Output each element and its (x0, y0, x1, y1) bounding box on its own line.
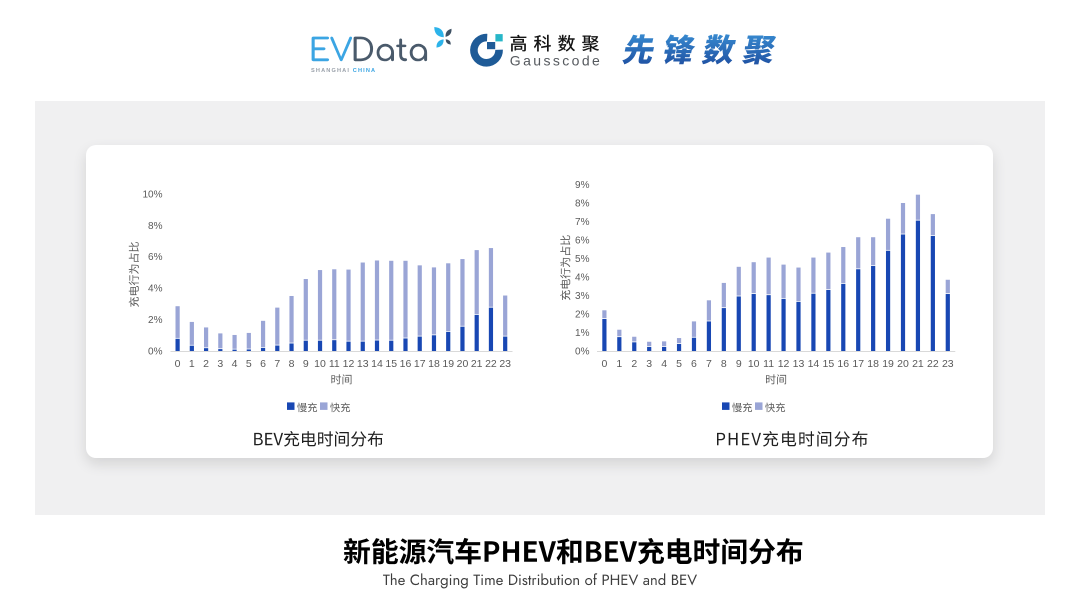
svg-text:7: 7 (274, 358, 280, 370)
svg-text:16: 16 (400, 358, 412, 370)
svg-text:9: 9 (303, 358, 309, 370)
svg-text:18: 18 (867, 358, 879, 370)
svg-text:1: 1 (616, 358, 622, 370)
svg-text:7%: 7% (575, 217, 590, 228)
svg-text:17: 17 (414, 358, 426, 370)
svg-text:SHANGHAI CHINA: SHANGHAI CHINA (311, 68, 376, 74)
svg-text:23: 23 (499, 358, 511, 370)
svg-text:Gausscode: Gausscode (510, 53, 602, 69)
svg-text:4: 4 (232, 358, 238, 370)
svg-text:4: 4 (661, 358, 667, 370)
svg-text:6%: 6% (575, 236, 590, 247)
svg-text:3: 3 (646, 358, 652, 370)
svg-text:4%: 4% (148, 284, 163, 295)
svg-text:21: 21 (471, 358, 483, 370)
svg-text:1: 1 (189, 358, 195, 370)
svg-text:5: 5 (676, 358, 682, 370)
svg-text:6%: 6% (148, 252, 163, 263)
svg-text:20: 20 (897, 358, 909, 370)
svg-text:2%: 2% (575, 310, 590, 321)
svg-text:2: 2 (203, 358, 209, 370)
svg-text:12: 12 (778, 358, 790, 370)
svg-text:22: 22 (927, 358, 939, 370)
svg-text:8: 8 (721, 358, 727, 370)
svg-text:5%: 5% (575, 254, 590, 265)
svg-text:14: 14 (371, 358, 383, 370)
svg-text:9%: 9% (575, 180, 590, 191)
svg-text:0: 0 (175, 358, 181, 370)
svg-text:3%: 3% (575, 291, 590, 302)
svg-text:13: 13 (357, 358, 369, 370)
svg-text:11: 11 (763, 358, 774, 370)
svg-text:0%: 0% (575, 347, 590, 358)
svg-text:14: 14 (808, 358, 820, 370)
svg-text:15: 15 (385, 358, 397, 370)
svg-text:15: 15 (823, 358, 835, 370)
svg-text:6: 6 (691, 358, 697, 370)
svg-text:7: 7 (706, 358, 712, 370)
svg-text:10: 10 (314, 358, 326, 370)
svg-text:10: 10 (748, 358, 760, 370)
svg-text:21: 21 (912, 358, 924, 370)
svg-text:23: 23 (942, 358, 954, 370)
svg-text:6: 6 (260, 358, 266, 370)
svg-text:13: 13 (793, 358, 805, 370)
svg-text:19: 19 (882, 358, 894, 370)
svg-text:0: 0 (601, 358, 607, 370)
svg-text:1%: 1% (575, 328, 590, 339)
svg-text:10%: 10% (142, 189, 162, 200)
svg-text:5: 5 (246, 358, 252, 370)
svg-text:9: 9 (736, 358, 742, 370)
svg-text:17: 17 (852, 358, 864, 370)
svg-text:8%: 8% (575, 199, 590, 210)
svg-text:20: 20 (457, 358, 469, 370)
svg-text:12: 12 (343, 358, 355, 370)
svg-text:8%: 8% (148, 221, 163, 232)
svg-text:4%: 4% (575, 273, 590, 284)
svg-text:16: 16 (837, 358, 849, 370)
svg-text:3: 3 (217, 358, 223, 370)
svg-text:8: 8 (289, 358, 295, 370)
svg-text:0%: 0% (148, 347, 163, 358)
svg-text:19: 19 (442, 358, 454, 370)
svg-text:2: 2 (631, 358, 637, 370)
svg-text:2%: 2% (148, 315, 163, 326)
svg-text:22: 22 (485, 358, 497, 370)
svg-text:11: 11 (329, 358, 340, 370)
svg-text:18: 18 (428, 358, 440, 370)
